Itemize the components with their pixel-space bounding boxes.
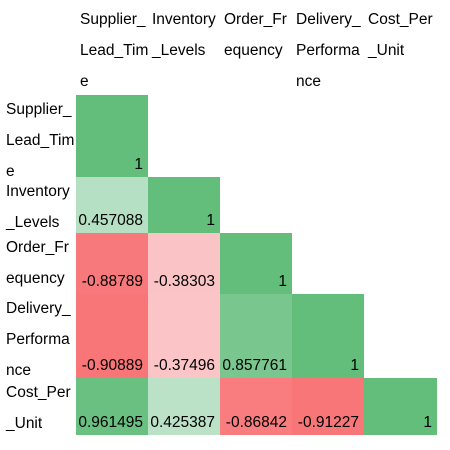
row-header-5-line-2: _Unit [5, 415, 43, 432]
column-header-1-line-3: e [80, 73, 89, 90]
row-header-4-line-1: Delivery_ [6, 300, 71, 317]
column-header-5-line-1: Cost_Per [368, 11, 433, 28]
row-header-3-line-2: equency [6, 270, 65, 287]
cell-r3-c1 [76, 233, 148, 294]
value-r3-c3: 1 [278, 273, 287, 290]
cell-r4-c2 [148, 294, 220, 378]
column-header-3-line-1: Order_Fr [224, 11, 287, 28]
row-header-2-line-2: _Levels [5, 214, 60, 231]
row-header-5-line-1: Cost_Per [6, 384, 71, 401]
column-header-2-line-2: _Levels [151, 42, 206, 59]
value-r4-c2: -0.37496 [154, 357, 215, 374]
row-header-1-line-2: Lead_Tim [6, 132, 74, 149]
value-r5-c2: 0.425387 [150, 414, 215, 431]
value-r3-c1: -0.88789 [82, 273, 143, 290]
column-header-5-line-2: _Unit [367, 42, 405, 59]
value-r4-c4: 1 [350, 357, 359, 374]
cell-r5-c5 [364, 378, 437, 435]
matrix-cells [76, 95, 437, 435]
column-header-2-line-1: Inventory [152, 11, 216, 28]
row-header-1-line-3: e [6, 163, 15, 180]
column-header-1-line-2: Lead_Tim [80, 42, 148, 59]
value-r2-c1: 0.457088 [78, 212, 143, 229]
row-header-1-line-1: Supplier_ [6, 101, 72, 118]
value-r1-c1: 1 [134, 156, 143, 173]
cell-r3-c2 [148, 233, 220, 294]
column-header-1-line-1: Supplier_ [80, 11, 146, 28]
cell-r4-c3 [220, 294, 292, 378]
cell-r5-c1 [76, 378, 148, 435]
cell-r2-c1 [76, 177, 148, 233]
cell-r5-c4 [292, 378, 364, 435]
value-r5-c3: -0.86842 [226, 414, 287, 431]
value-r5-c5: 1 [423, 414, 432, 431]
value-r2-c2: 1 [206, 212, 215, 229]
value-r5-c4: -0.91227 [298, 414, 359, 431]
cell-r1-c1 [76, 95, 148, 177]
value-r4-c3: 0.857761 [222, 357, 287, 374]
cell-value-labels: 1 0.457088 1 -0.88789 -0.38303 1 -0.90889 -0.37… [78, 156, 432, 431]
row-header-2-line-1: Inventory [6, 183, 70, 200]
cell-r4-c4 [292, 294, 364, 378]
value-r5-c1: 0.961495 [78, 414, 143, 431]
column-header-4-line-2: Performa [296, 42, 360, 59]
cell-r3-c3 [220, 233, 292, 294]
value-r4-c1: -0.90889 [82, 357, 143, 374]
row-header-4-line-3: nce [6, 362, 31, 379]
cell-r2-c2 [148, 177, 220, 233]
cell-r4-c1 [76, 294, 148, 378]
value-r3-c2: -0.38303 [154, 273, 215, 290]
column-header-4-line-3: nce [296, 73, 321, 90]
row-header-3-line-1: Order_Fr [6, 239, 69, 256]
cell-r5-c2 [148, 378, 220, 435]
cell-r5-c3 [220, 378, 292, 435]
row-header-4-line-2: Performa [6, 331, 70, 348]
column-header-3-line-2: equency [224, 42, 283, 59]
column-header-4-line-1: Delivery_ [296, 11, 361, 28]
